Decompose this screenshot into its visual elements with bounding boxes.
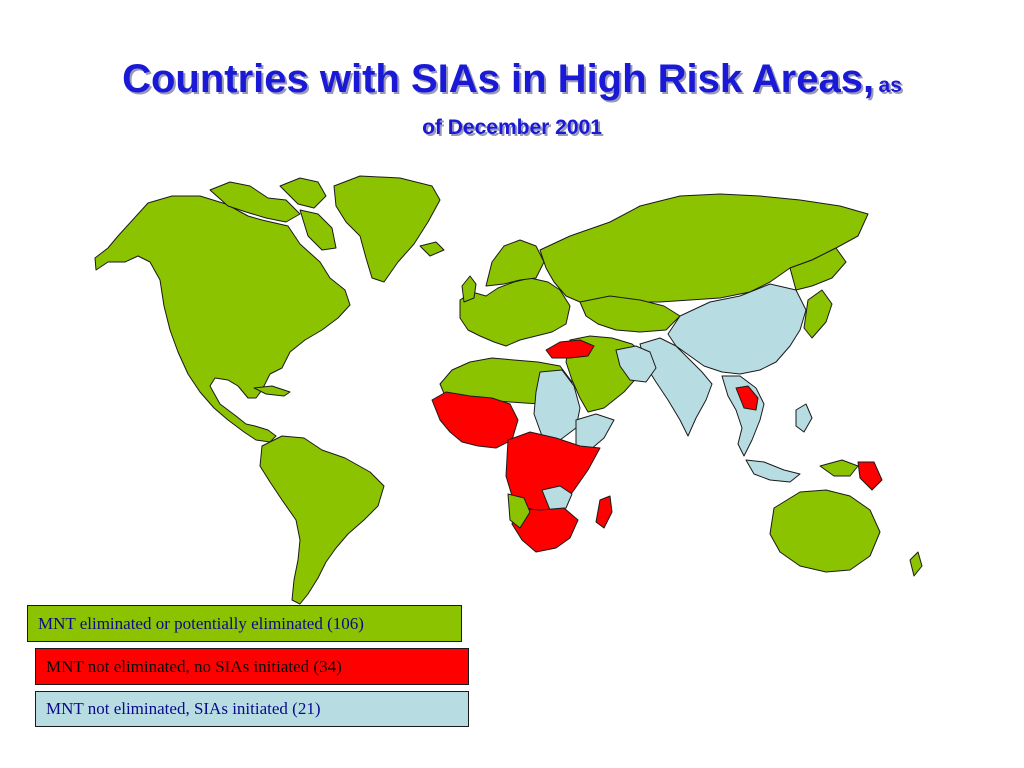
region-iceland <box>419 241 445 257</box>
legend-eliminated-label: MNT eliminated or potentially eliminated… <box>38 613 364 633</box>
region-philippines <box>795 403 813 433</box>
legend-eliminated: MNT eliminated or potentially eliminated… <box>27 605 462 642</box>
region-east-africa-light <box>541 485 573 511</box>
region-europe <box>459 277 571 347</box>
region-kazakhstan <box>579 295 681 333</box>
region-kamchatka-east <box>789 247 847 291</box>
region-canada-islands-2 <box>279 177 327 209</box>
legend-not-eliminated-sias: MNT not eliminated, SIAs initiated (21) <box>35 691 469 727</box>
legend-not-eliminated-no-sias: MNT not eliminated, no SIAs initiated (3… <box>35 648 469 685</box>
region-turkey <box>545 339 595 359</box>
region-greenland <box>333 175 441 283</box>
region-madagascar <box>595 495 613 529</box>
title-main: Countries with SIAs in High Risk Areas, <box>122 57 875 101</box>
region-sudan-egypt <box>533 369 581 441</box>
region-russia <box>539 193 869 303</box>
region-canada-islands <box>209 181 301 223</box>
region-china <box>667 283 807 375</box>
legend-not-eliminated-no-sias-label: MNT not eliminated, no SIAs initiated (3… <box>46 656 342 676</box>
region-angola-namibia <box>507 493 531 529</box>
region-laos <box>735 385 759 411</box>
page-subtitle: of December 2001 <box>422 116 602 139</box>
region-indonesia <box>745 459 801 483</box>
region-papua-new-guinea <box>857 461 883 491</box>
region-japan <box>803 289 833 339</box>
region-north-america <box>94 195 351 443</box>
legend-not-eliminated-sias-label: MNT not eliminated, SIAs initiated (21) <box>46 699 321 718</box>
region-scandinavia <box>485 239 545 287</box>
region-new-guinea-west <box>819 459 859 477</box>
title-suffix: as <box>878 74 902 97</box>
region-pakistan-afghanistan <box>615 345 657 383</box>
page-title: Countries with SIAs in High Risk Areas, … <box>0 58 1024 100</box>
region-uk <box>461 275 477 303</box>
region-australia <box>769 489 881 573</box>
region-south-america <box>259 435 385 605</box>
region-baffin <box>299 209 337 251</box>
region-southern-africa <box>511 507 579 553</box>
region-cuba <box>253 385 291 397</box>
region-india <box>639 337 713 437</box>
region-horn-africa <box>575 413 615 451</box>
region-new-zealand <box>909 551 923 577</box>
